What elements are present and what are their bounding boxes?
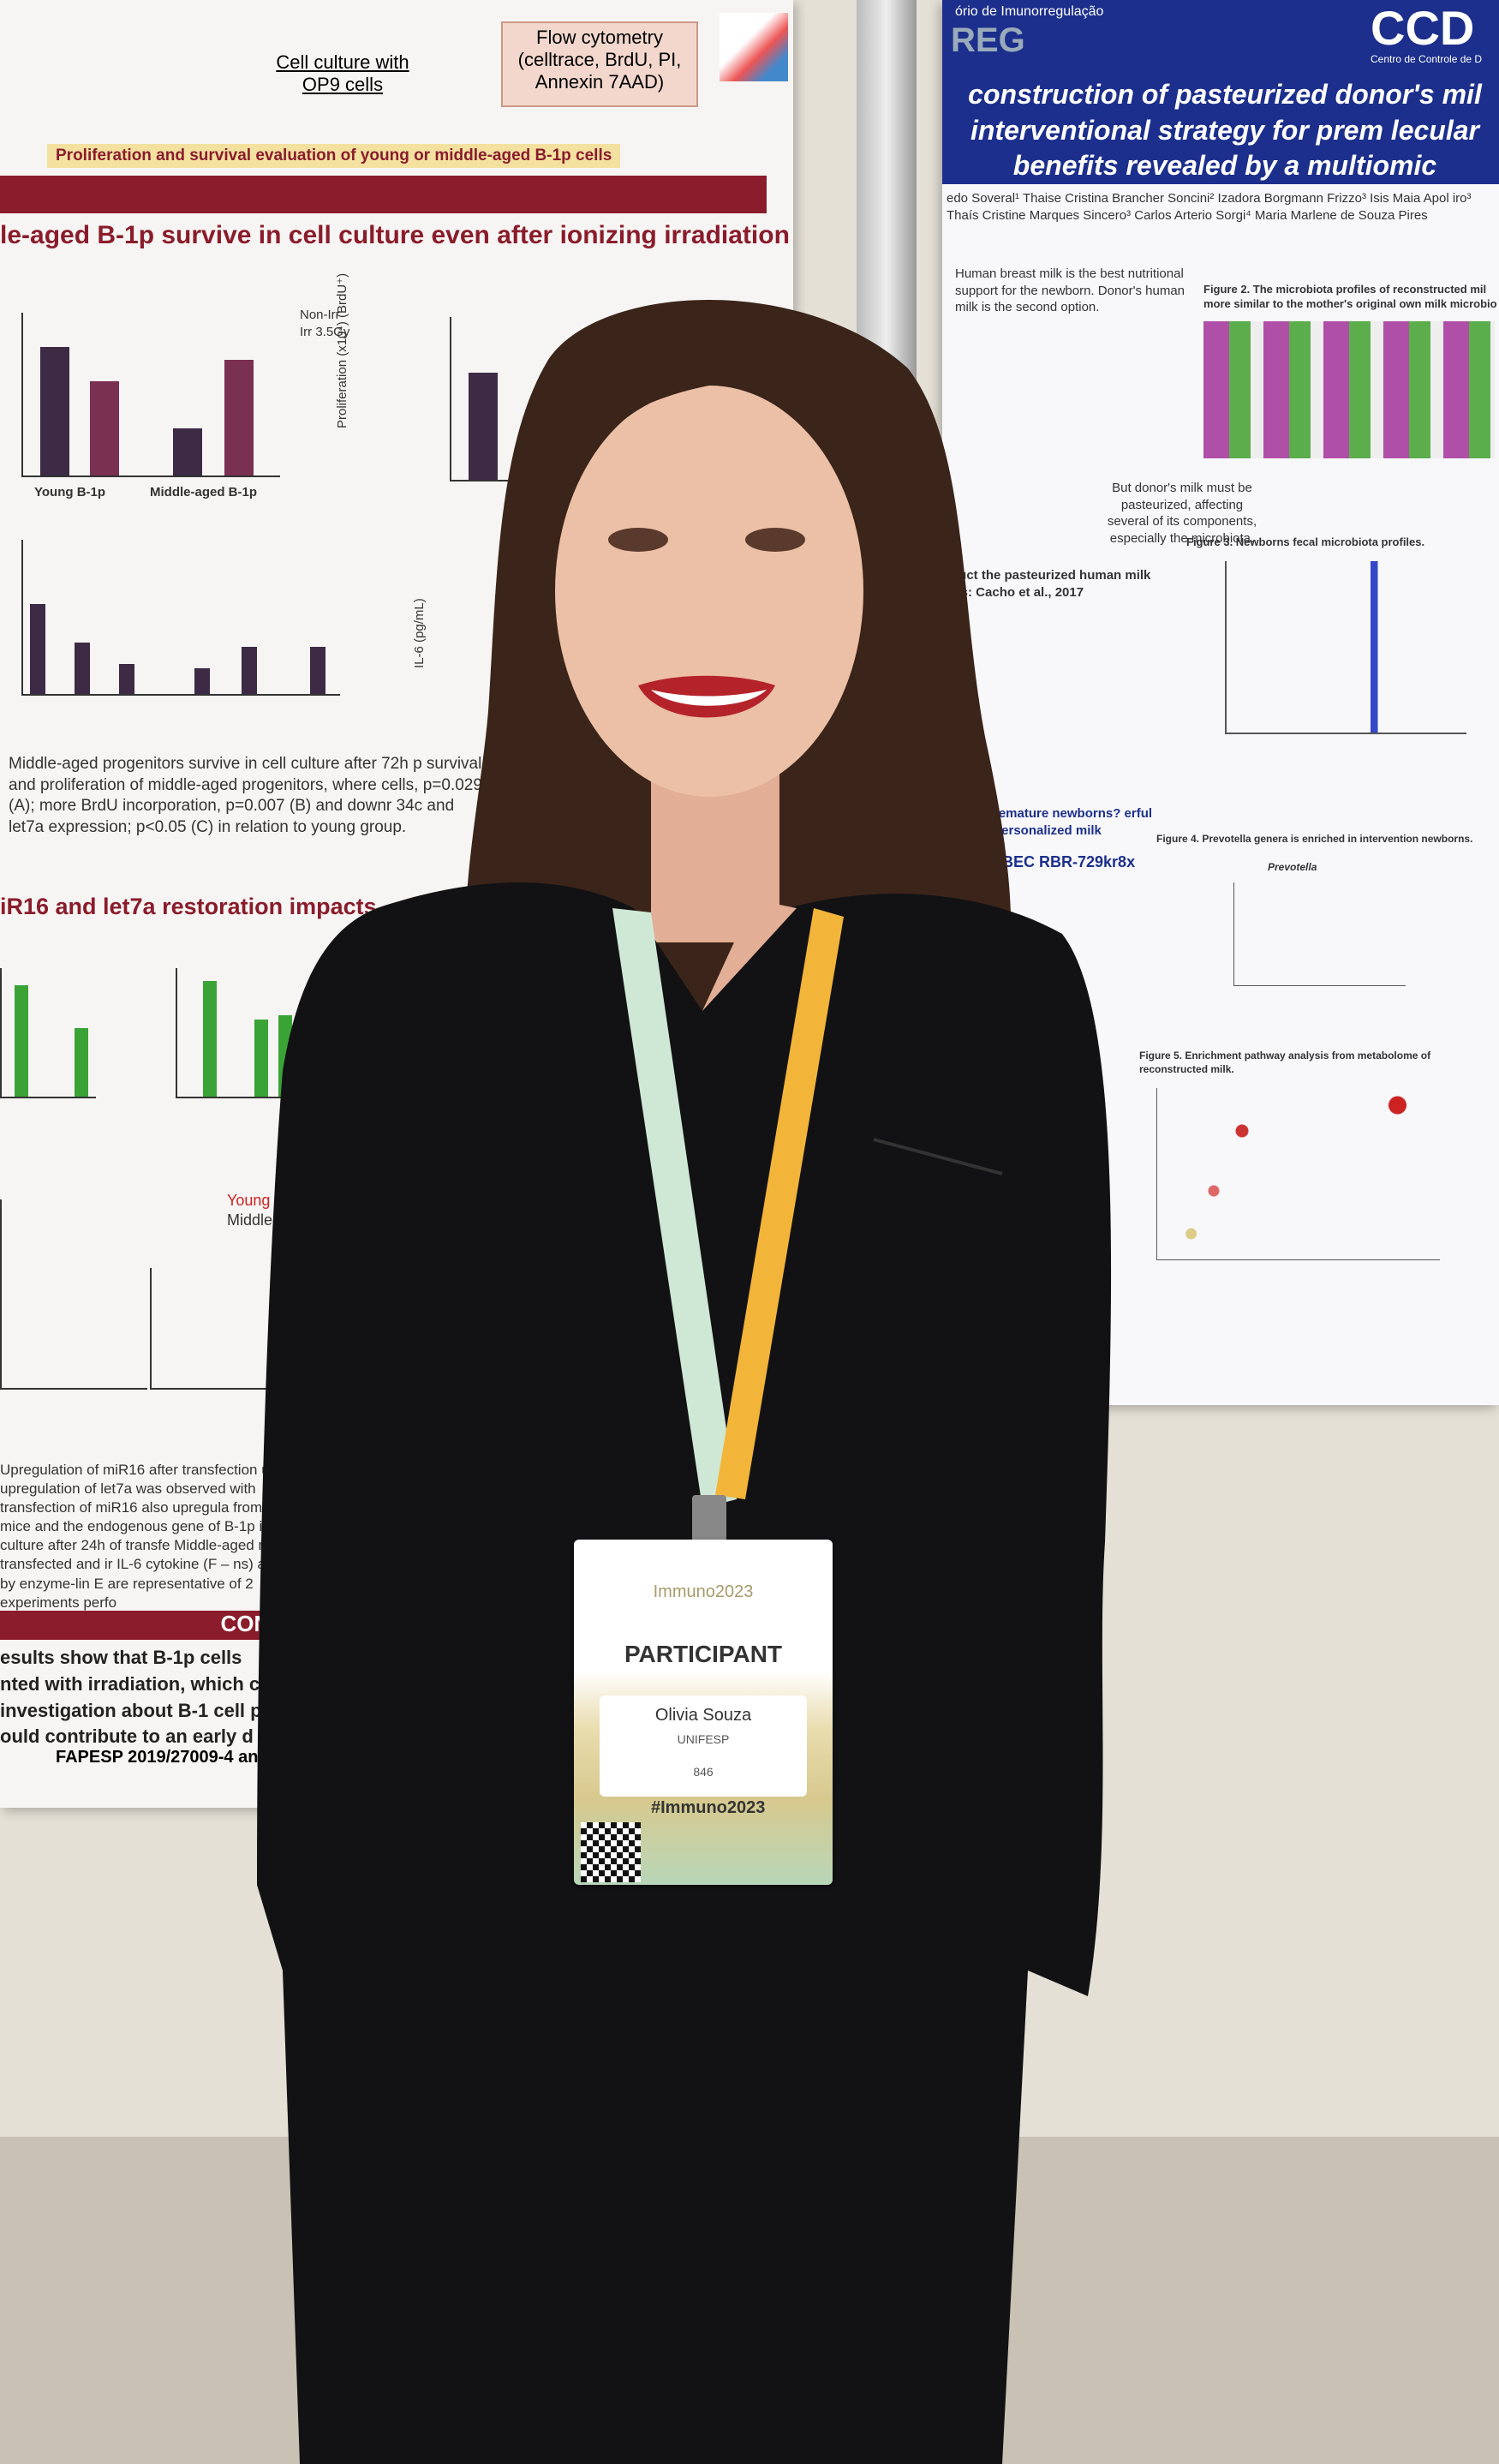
badge-role: PARTICIPANT (624, 1641, 783, 1667)
chart-e (0, 968, 96, 1098)
bar (224, 360, 254, 475)
heading: iR16 and let7a restoration impacts (0, 894, 377, 919)
figure-caption: Figure 5. Enrichment pathway analysis fr… (1139, 1050, 1431, 1075)
bar (30, 604, 45, 694)
qr-code (581, 1822, 641, 1882)
bar (75, 1028, 88, 1097)
section-band: Proliferation and survival evaluation of… (47, 144, 621, 168)
registry: eBEC RBR-729kr8x (994, 853, 1136, 870)
figure-caption: Figure 2. The microbiota profiles of rec… (1203, 283, 1497, 310)
caption: Middle-aged progenitors survive in cell … (9, 755, 482, 837)
heading: le-aged B-1p survive in cell culture eve… (0, 221, 790, 249)
bar (75, 643, 90, 694)
bar (15, 985, 28, 1097)
flow-label: Flow cytometry (celltrace, BrdU, PI, Ann… (501, 21, 698, 107)
badge-number: 846 (693, 1765, 714, 1779)
bar (254, 1020, 268, 1097)
bar (469, 373, 498, 480)
lanyard (612, 908, 737, 1508)
stacked-bars (1203, 321, 1495, 458)
bubble-chart (1156, 1088, 1440, 1260)
legend: Non-Irr Irr 3.5Gy (300, 307, 377, 340)
chart-b (450, 317, 580, 481)
chart-c (21, 540, 340, 696)
header-band (942, 0, 1499, 184)
bar (40, 347, 69, 475)
logo: CCD (1371, 1, 1475, 55)
legend-item: Irr 3.5Gy (300, 324, 350, 339)
caption: Upregulation of miR16 after transfection… (0, 1462, 309, 1611)
bar (203, 981, 217, 1097)
pocket (873, 1138, 1003, 1175)
bar (173, 428, 202, 475)
chart-h (150, 1268, 289, 1390)
acronym: REG (951, 21, 1025, 59)
eye (608, 528, 668, 552)
bar (119, 664, 134, 694)
right-poster: ório de Imunorregulação REG CCD Centro d… (942, 0, 1499, 1405)
intro-2: But donor's milk must be pasteurized, af… (1107, 481, 1257, 546)
intro: Human breast milk is the best nutritiona… (955, 266, 1185, 314)
badge: Immuno2023 PARTICIPANT Olivia Souza UNIF… (574, 1540, 833, 1885)
method: struct the pasteurized human milk ests: … (942, 568, 1151, 600)
flow-histogram (720, 13, 788, 81)
title: construction of pasteurized donor's mil … (968, 79, 1482, 182)
badge-clip (692, 1495, 726, 1551)
badge-event: Immuno2023 (653, 1582, 754, 1601)
group-label: Young B-1p (34, 485, 106, 499)
chart-g (0, 1199, 147, 1390)
face (555, 386, 863, 797)
figure-caption: Figure 4. Prevotella genera is enriched … (1156, 833, 1473, 845)
chart-title: Prevotella (1268, 861, 1317, 873)
group-label: Middle-aged B-1p (150, 485, 258, 499)
maroon-band (0, 176, 767, 213)
question: remature newborns? erful personalized mi… (994, 806, 1153, 838)
chart (1233, 882, 1406, 986)
chart-a (21, 313, 280, 477)
chart (1225, 561, 1466, 734)
name-card: Olivia Souza UNIFESP 846 (600, 1695, 807, 1797)
legend-item: Non-Irr (300, 308, 340, 322)
teeth (651, 690, 767, 706)
lanyard (715, 908, 844, 1499)
bar (90, 381, 119, 475)
neckline (702, 900, 797, 1011)
badge-name: Olivia Souza (654, 1706, 752, 1725)
conclusion: esults show that B-1p cells nted with ir… (0, 1647, 272, 1748)
bar (194, 668, 210, 694)
logo-sub: Centro de Controle de D (1371, 53, 1483, 65)
bar (310, 647, 325, 694)
figure-caption: Figure 3. Newborns fecal microbiota prof… (1186, 535, 1425, 548)
authors: edo Soveral¹ Thaise Cristina Brancher So… (947, 191, 1472, 223)
method-label: Cell culture with OP9 cells (276, 51, 409, 95)
lab: ório de Imunorregulação (955, 4, 1104, 19)
legend-item: Young (227, 1192, 271, 1209)
bangs (548, 347, 865, 557)
eye (745, 528, 805, 552)
bar (242, 647, 257, 694)
badge-hashtag: #Immuno2023 (651, 1798, 766, 1817)
funding: FAPESP 2019/27009-4 and (56, 1748, 269, 1767)
badge-institution: UNIFESP (677, 1732, 730, 1746)
